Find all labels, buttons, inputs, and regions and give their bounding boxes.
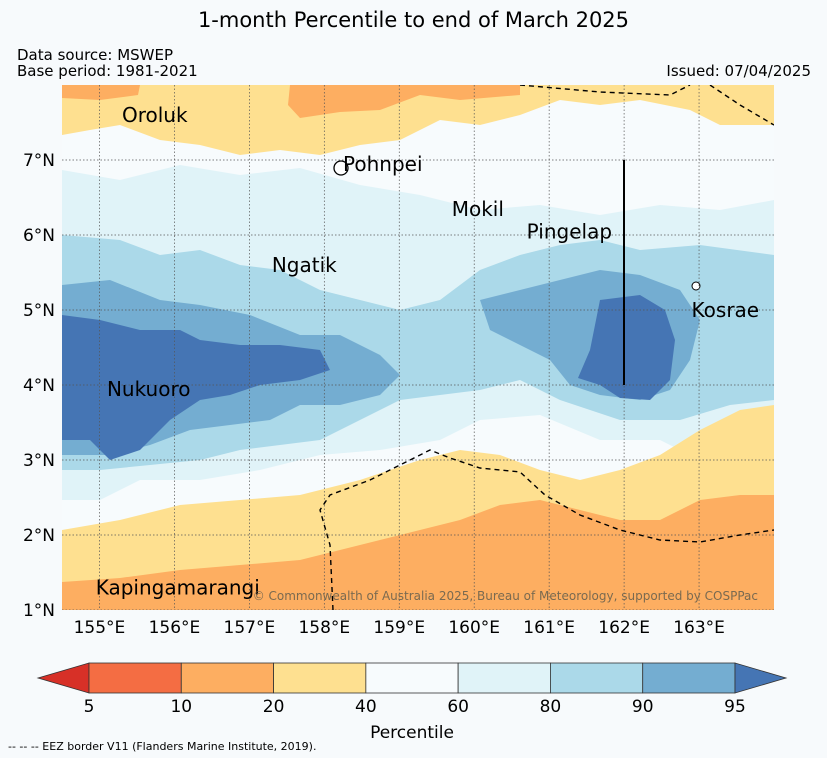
base-period: Base period: 1981-2021 (17, 62, 198, 80)
colorbar-tick-label: 95 (724, 697, 746, 717)
place-label: Nukuoro (107, 377, 191, 401)
dry-band-north (62, 85, 774, 155)
map-title: 1-month Percentile to end of March 2025 (197, 8, 630, 32)
colorbar-segment (457, 662, 551, 694)
copyright-text: © Commonwealth of Australia 2025, Bureau… (253, 589, 758, 603)
lon-tick-label: 158°E (298, 618, 350, 638)
lat-tick-label: 4°N (23, 376, 55, 396)
lat-tick-label: 2°N (23, 526, 55, 546)
eez-note: -- -- -- EEZ border V11 (Flanders Marine… (8, 740, 317, 753)
colorbar-tick-label: 10 (170, 697, 192, 717)
percentile-map (62, 85, 774, 610)
lon-tick-label: 156°E (149, 618, 201, 638)
colorbar-segment (642, 662, 736, 694)
issued-date: Issued: 07/04/2025 (666, 62, 811, 80)
colorbar-tick-label: 40 (355, 697, 377, 717)
dry-band-south-strong (62, 495, 774, 610)
place-label: Oroluk (122, 103, 188, 127)
lat-tick-label: 1°N (23, 601, 55, 621)
colorbar: 5 10 20 40 60 80 90 95 (36, 662, 788, 717)
wet-core-east (578, 295, 675, 400)
latitude-tick-labels: 1°N 2°N 3°N 4°N 5°N 6°N 7°N (23, 151, 55, 621)
colorbar-tick-label: 20 (263, 697, 285, 717)
colorbar-segment (273, 662, 367, 694)
colorbar-segment (88, 662, 182, 694)
place-label: Mokil (452, 197, 504, 221)
lon-tick-label: 157°E (224, 618, 276, 638)
kosrae-island (691, 281, 701, 291)
place-label: Pingelap (527, 219, 612, 243)
colorbar-tick-label: 90 (632, 697, 654, 717)
lon-tick-label: 163°E (673, 618, 725, 638)
lon-tick-label: 162°E (598, 618, 650, 638)
colorbar-tick-label: 5 (84, 697, 95, 717)
colorbar-tick-label: 60 (447, 697, 469, 717)
place-label: Pohnpei (343, 152, 423, 176)
lon-tick-label: 155°E (74, 618, 126, 638)
lat-tick-label: 7°N (23, 151, 55, 171)
lon-tick-label: 160°E (448, 618, 500, 638)
place-label: Kapingamarangi (96, 576, 260, 600)
dry-patch-north (288, 85, 520, 118)
colorbar-segment (365, 662, 459, 694)
lat-tick-label: 6°N (23, 226, 55, 246)
colorbar-segment (550, 662, 644, 694)
pohnpei-island (333, 160, 349, 176)
lon-tick-label: 159°E (373, 618, 425, 638)
data-source: Data source: MSWEP (17, 46, 174, 64)
lat-tick-label: 5°N (23, 301, 55, 321)
lon-tick-label: 161°E (523, 618, 575, 638)
lat-tick-label: 3°N (23, 451, 55, 471)
longitude-tick-labels: 155°E 156°E 157°E 158°E 159°E 160°E 161°E 162°E… (74, 618, 725, 638)
place-label: Kosrae (692, 298, 760, 322)
place-label: Ngatik (272, 253, 337, 277)
colorbar-extend-low (36, 662, 90, 694)
wet-core-west (62, 315, 330, 460)
colorbar-segment (180, 662, 274, 694)
colorbar-label: Percentile (370, 723, 454, 743)
colorbar-extend-high (734, 662, 788, 694)
place-labels: Oroluk Pohnpei Mokil Pingelap Ngatik Kosrae Nu… (96, 103, 759, 600)
colorbar-tick-label: 80 (540, 697, 562, 717)
eez-border (319, 85, 774, 610)
